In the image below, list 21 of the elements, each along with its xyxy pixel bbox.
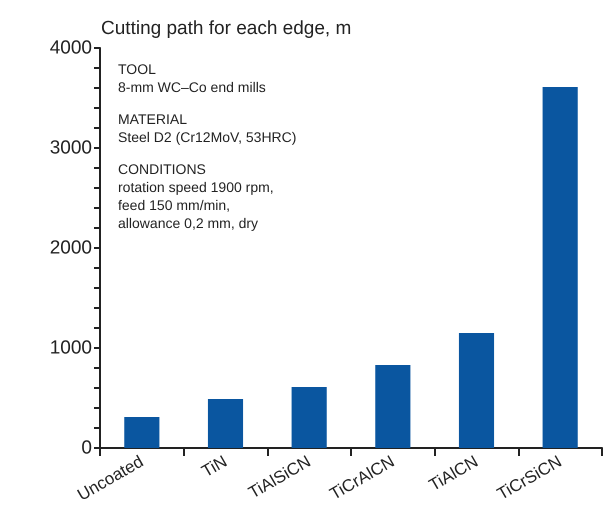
y-tick-label: 3000 [50, 138, 92, 158]
annotation: CONDITIONS [118, 161, 206, 177]
y-tick-label: 4000 [50, 38, 92, 58]
annotation: rotation speed 1900 rpm, [118, 179, 274, 195]
annotation: allowance 0,2 mm, dry [118, 215, 258, 231]
y-tick-label: 2000 [50, 238, 92, 258]
bar [458, 333, 494, 448]
bar [124, 417, 160, 448]
annotation: TOOL [118, 61, 156, 77]
y-tick-label: 0 [81, 438, 92, 458]
bar [292, 387, 327, 448]
bar [542, 87, 578, 448]
bar [375, 365, 410, 448]
y-tick-label: 1000 [50, 338, 92, 358]
bar [208, 399, 244, 448]
annotation: 8-mm WC–Co end mills [118, 79, 266, 95]
annotation: MATERIAL [118, 111, 188, 127]
annotation: feed 150 mm/min, [118, 197, 230, 213]
x-tick-label: TiN [198, 452, 230, 482]
chart-title: Cutting path for each edge, m [101, 18, 352, 39]
annotation: Steel D2 (Cr12MoV, 53HRC) [118, 129, 296, 145]
